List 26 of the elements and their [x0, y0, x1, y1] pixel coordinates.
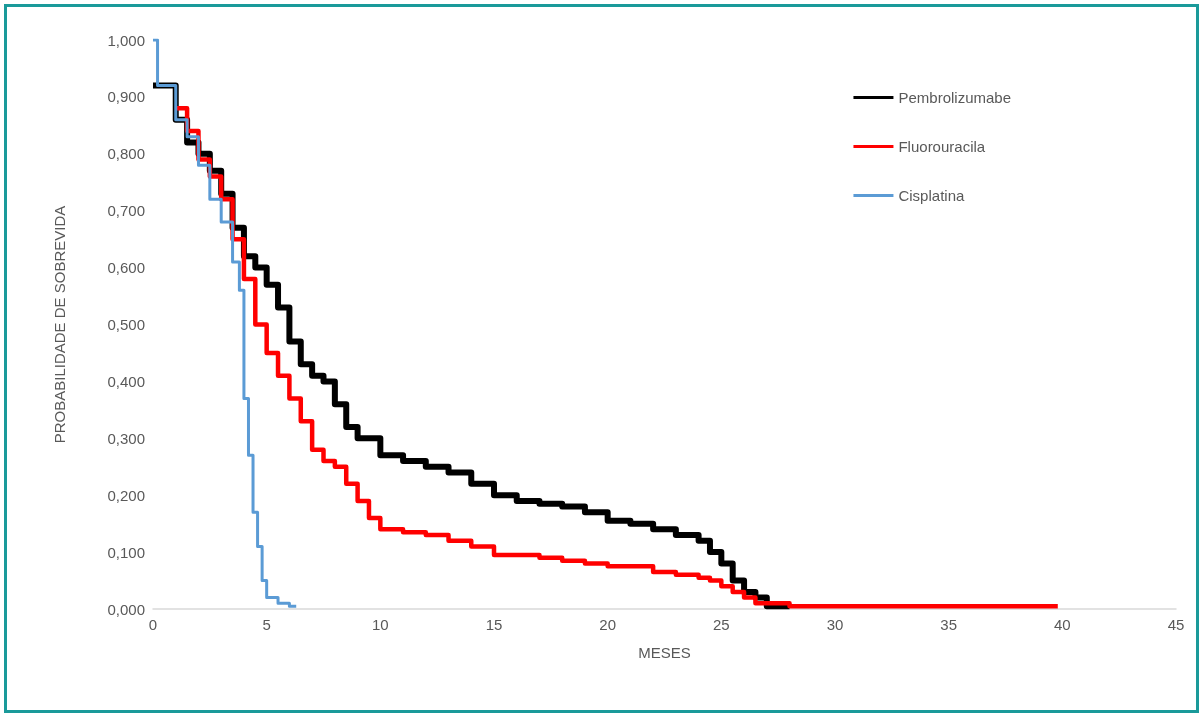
y-tick-label: 0,300 — [107, 429, 145, 447]
legend-label: Fluorouracila — [898, 138, 986, 155]
y-tick-label: 0,800 — [107, 145, 145, 163]
x-tick-label: 20 — [599, 616, 617, 633]
y-tick-label: 1,000 — [107, 31, 145, 49]
x-axis-title: MESES — [638, 644, 691, 661]
y-tick-label: 0,400 — [107, 372, 145, 390]
x-tick-label: 15 — [485, 616, 503, 633]
x-tick-label: 40 — [1053, 616, 1071, 633]
x-tick-label: 35 — [940, 616, 958, 633]
x-tick-label: 0 — [148, 616, 158, 633]
y-tick-label: 0,700 — [107, 202, 145, 220]
legend-label: Cisplatina — [898, 187, 965, 204]
y-tick-label: 0,900 — [107, 88, 145, 106]
y-tick-label: 0,000 — [107, 600, 145, 618]
legend-label: Pembrolizumabe — [898, 89, 1012, 106]
y-tick-label: 0,500 — [107, 316, 145, 333]
y-tick-label: 0,100 — [107, 543, 145, 561]
x-tick-label: 45 — [1167, 616, 1185, 633]
x-tick-label: 10 — [371, 616, 389, 633]
y-tick-label: 0,200 — [107, 486, 145, 504]
y-tick-label: 0,600 — [107, 259, 145, 277]
x-tick-label: 30 — [826, 616, 844, 633]
x-tick-label: 25 — [712, 616, 730, 633]
x-tick-label: 5 — [262, 616, 271, 633]
y-axis-title: PROBABILIDADE DE SOBREVIDA — [51, 205, 68, 444]
